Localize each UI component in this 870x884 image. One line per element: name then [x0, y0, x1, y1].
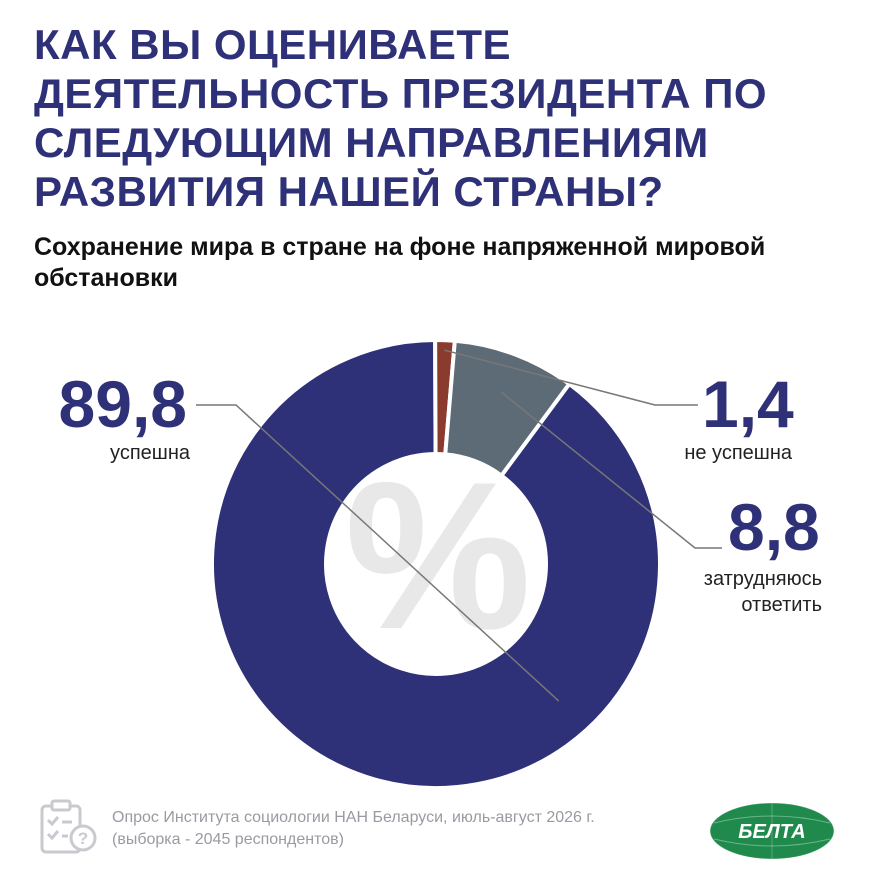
leader-line-hard	[500, 391, 722, 549]
value-label-success: 89,8	[59, 367, 187, 441]
slice-success	[210, 337, 662, 790]
footnote-line-1: Опрос Института социологии НАН Беларуси,…	[112, 809, 595, 826]
belta-logo: БЕЛТА	[709, 802, 835, 860]
value-label-hard: 8,8	[728, 490, 820, 564]
percent-symbol: %	[345, 438, 532, 673]
chart-subtitle: Сохранение мира в стране на фоне напряже…	[34, 233, 766, 292]
category-label-hard-line2: ответить	[741, 594, 822, 616]
survey-footnote: Опрос Института социологии НАН Беларуси,…	[112, 807, 712, 851]
leader-line-success	[196, 404, 560, 702]
footnote-line-2: (выборка - 2045 респондентов)	[112, 831, 344, 848]
category-label-hard-line1: затрудняюсь	[704, 568, 822, 590]
value-label-fail: 1,4	[702, 367, 794, 441]
svg-text:?: ?	[78, 829, 88, 848]
category-label-fail: не успешна	[684, 442, 793, 464]
clipboard-survey-icon: ?	[40, 799, 97, 854]
leader-line-fail	[444, 349, 698, 406]
logo-text: БЕЛТА	[738, 821, 805, 843]
category-label-success: успешна	[110, 442, 191, 464]
chart-title: Как вы оцениваете деятельность Президент…	[34, 21, 768, 215]
